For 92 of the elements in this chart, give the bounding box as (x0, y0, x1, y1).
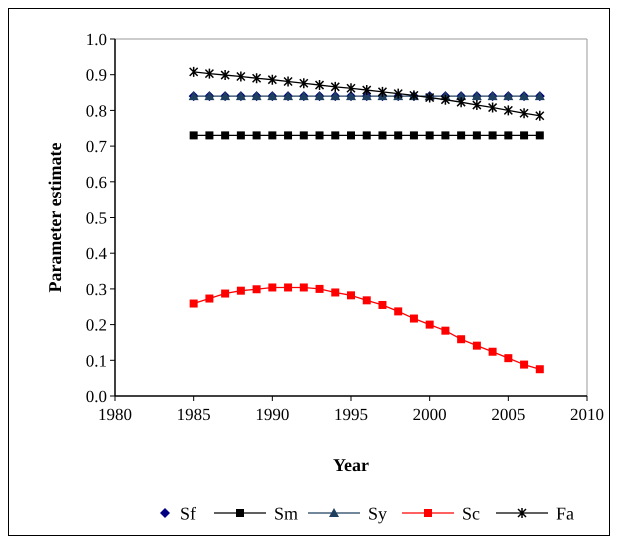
point (457, 335, 466, 344)
point (536, 365, 544, 374)
point (252, 72, 262, 84)
point (472, 131, 481, 140)
point (520, 360, 528, 369)
point (347, 291, 355, 300)
point (300, 131, 308, 140)
point (440, 94, 450, 106)
point (394, 131, 402, 140)
point (236, 286, 245, 295)
point (284, 131, 292, 140)
point (236, 131, 245, 140)
y-tick-label: 0.1 (86, 351, 107, 370)
point (346, 82, 356, 94)
point (205, 294, 214, 303)
point (488, 348, 497, 356)
point (252, 131, 261, 140)
x-tick-label: 1985 (176, 405, 211, 424)
point (347, 131, 355, 140)
point (426, 320, 434, 329)
x-tick-label: 1980 (98, 405, 132, 424)
point (410, 131, 418, 140)
x-tick-label: 2000 (412, 405, 447, 424)
point (519, 108, 529, 120)
y-tick-label: 1.0 (86, 30, 107, 49)
y-tick-label: 0.8 (86, 101, 107, 120)
y-axis-title: Parameter estimate (45, 142, 65, 293)
legend-label: Sy (368, 503, 388, 524)
point (504, 354, 512, 362)
y-tick-label: 0.5 (86, 208, 107, 228)
point (536, 131, 544, 140)
point (426, 131, 434, 140)
point (220, 69, 230, 81)
x-tick-label: 2005 (491, 405, 526, 424)
legend-label: Fa (556, 503, 574, 524)
point (394, 307, 402, 316)
y-tick-label: 0.6 (86, 172, 107, 192)
point (535, 110, 545, 122)
point (316, 131, 324, 140)
x-axis-title: Year (333, 455, 369, 475)
point (331, 131, 340, 140)
legend-label: Sc (462, 503, 480, 524)
point (362, 296, 371, 304)
y-tick-label: 0.4 (86, 244, 108, 264)
point (299, 78, 309, 90)
y-tick-label: 0.2 (86, 316, 107, 335)
point (456, 96, 466, 108)
point (252, 285, 261, 294)
y-tick-label: 0.0 (86, 386, 107, 406)
y-tick-label: 0.3 (86, 280, 107, 299)
point (410, 314, 418, 323)
y-tick-label: 0.9 (86, 66, 107, 85)
point (205, 131, 214, 140)
point (362, 84, 372, 96)
y-tick-label: 0.7 (86, 137, 108, 156)
point (190, 131, 198, 140)
point (331, 288, 340, 296)
point (188, 66, 198, 78)
point (284, 283, 292, 292)
point (316, 284, 324, 293)
point (330, 81, 340, 93)
point (268, 283, 276, 292)
point (488, 131, 497, 140)
point (236, 70, 246, 82)
point (204, 68, 214, 80)
legend-label: Sf (180, 503, 196, 524)
point (378, 131, 386, 140)
point (378, 86, 388, 98)
point (472, 342, 481, 350)
point (283, 76, 293, 88)
point (300, 283, 308, 292)
point (362, 131, 371, 140)
point (441, 326, 450, 335)
point (268, 131, 276, 140)
point (221, 131, 230, 140)
x-tick-label: 1995 (334, 405, 368, 424)
point (488, 102, 498, 114)
x-tick-label: 1990 (255, 405, 290, 424)
point (190, 300, 198, 308)
x-tick-label: 2010 (570, 405, 604, 424)
point (314, 79, 324, 91)
point (378, 300, 386, 309)
point (472, 99, 482, 111)
point (504, 131, 512, 140)
point (504, 104, 514, 116)
point (393, 88, 403, 100)
point (520, 131, 528, 140)
point (268, 74, 278, 86)
point (441, 131, 450, 140)
point (457, 131, 466, 140)
legend-label: Sm (274, 503, 298, 524)
point (221, 290, 230, 298)
